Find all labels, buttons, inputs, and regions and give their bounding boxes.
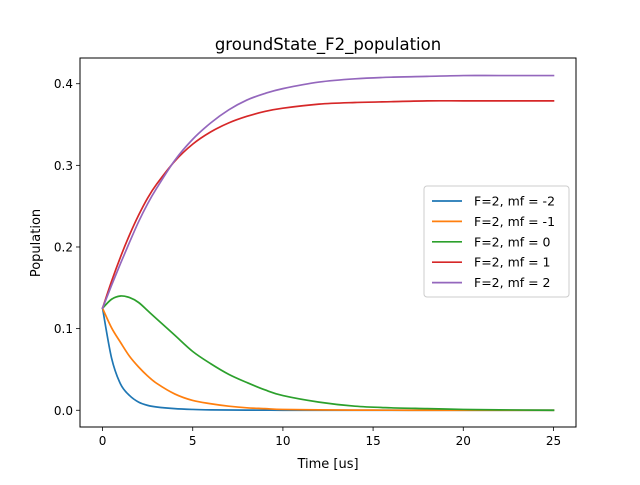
y-axis-label: Population xyxy=(29,209,44,277)
series-line-4 xyxy=(101,74,555,310)
series-line-3 xyxy=(101,99,555,310)
series-layer xyxy=(101,74,555,412)
x-tick-label: 15 xyxy=(365,434,380,448)
x-tick-label: 25 xyxy=(546,434,561,448)
plot-frame xyxy=(79,57,577,428)
y-tick-label: 0.2 xyxy=(54,240,73,254)
y-tick-label: 0.1 xyxy=(54,322,73,336)
y-tick-label: 0.4 xyxy=(54,77,73,91)
x-tick-label: 0 xyxy=(99,434,107,448)
legend-items: F=2, mf = -2 F=2, mf = -1 F=2, mf = 0 F=2, … xyxy=(432,194,555,290)
x-tick-label: 20 xyxy=(456,434,471,448)
legend-frame xyxy=(423,185,570,298)
legend-label-3: F=2, mf = 1 xyxy=(474,255,551,270)
legend-label-0: F=2, mf = -2 xyxy=(474,194,555,209)
y-axis-ticks: 0.0 0.1 0.2 0.3 0.4 xyxy=(54,77,80,418)
y-tick-label: 0.0 xyxy=(54,404,73,418)
x-axis-ticks: 0 5 10 15 20 25 xyxy=(99,427,561,448)
y-tick-label: 0.3 xyxy=(54,159,73,173)
legend-label-1: F=2, mf = -1 xyxy=(474,214,555,229)
legend-label-4: F=2, mf = 2 xyxy=(474,275,551,290)
legend-label-2: F=2, mf = 0 xyxy=(474,234,551,249)
x-tick-label: 5 xyxy=(189,434,197,448)
legend: F=2, mf = -2 F=2, mf = -1 F=2, mf = 0 F=2, … xyxy=(423,185,570,298)
series-line-2 xyxy=(101,295,555,412)
x-tick-label: 10 xyxy=(275,434,290,448)
series-line-1 xyxy=(101,307,555,412)
chart-title: groundState_F2_population xyxy=(215,35,441,55)
x-axis-label: Time [us] xyxy=(296,457,358,472)
